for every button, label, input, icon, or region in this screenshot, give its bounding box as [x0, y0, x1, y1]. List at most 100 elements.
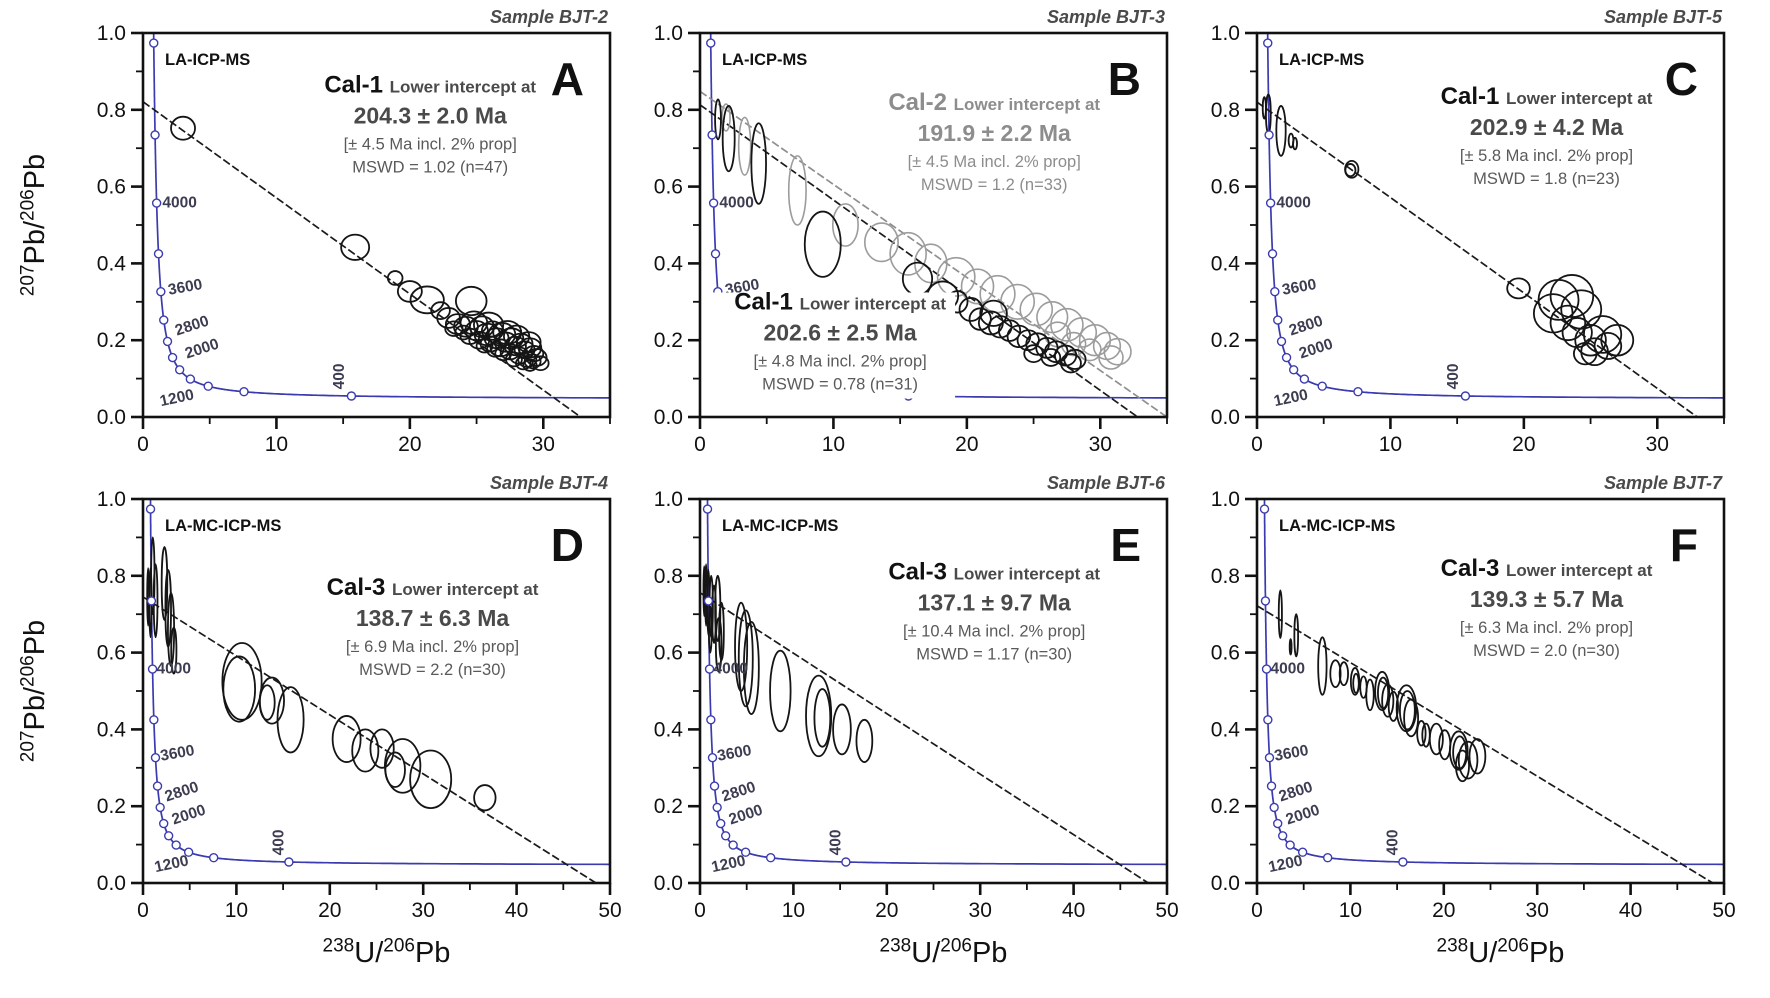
axis-tick-label: 0.8	[1211, 565, 1240, 588]
concordia-age-marker	[1270, 286, 1280, 297]
error-ellipse	[1582, 315, 1623, 354]
intercept-heading: Cal-2 Lower intercept at	[888, 89, 1100, 116]
error-ellipse-gray	[737, 116, 752, 176]
axis-tick-label: 0	[137, 899, 149, 922]
concordia-age-label: 400	[828, 829, 845, 855]
concordia-age-label: 400	[271, 829, 288, 855]
error-ellipse	[454, 324, 473, 341]
axis-tick-label: 0.4	[1211, 718, 1241, 741]
sample-label: Sample BJT-5	[1604, 7, 1723, 27]
concordia-age-marker	[1276, 336, 1287, 347]
concordia-age-marker	[1353, 387, 1363, 397]
concordia-age-label: 4000	[162, 195, 196, 212]
concordia-age-marker	[159, 818, 169, 829]
error-ellipse	[276, 686, 305, 754]
concordia-age-label: 4000	[719, 195, 753, 212]
concordia-age-marker	[163, 831, 174, 841]
concordia-age-marker	[1266, 781, 1277, 791]
error-ellipse	[1344, 163, 1357, 178]
concordia-age-label: 2000	[1284, 802, 1322, 829]
axis-tick-label: 0.4	[1211, 252, 1241, 275]
concordia-age-label: 3600	[1273, 742, 1310, 765]
error-ellipse	[1403, 698, 1420, 738]
concordia-age-label: 400	[331, 363, 348, 389]
intercept-heading: Cal-3 Lower intercept at	[1441, 555, 1653, 582]
error-ellipse	[1288, 638, 1293, 656]
axis-tick-label: 30	[1089, 433, 1112, 456]
concordia-age-marker	[1297, 847, 1308, 857]
error-ellipse-gray	[831, 203, 859, 247]
concordia-age-label: 1200	[1267, 852, 1304, 876]
concordia-age-label: 3600	[716, 742, 753, 765]
axis-tick-label: 1.0	[654, 22, 683, 45]
intercept-age: 191.9 ± 2.2 Ma	[918, 120, 1071, 146]
axis-tick-label: 0.6	[97, 642, 126, 665]
error-ellipse	[369, 728, 395, 769]
error-ellipse	[1317, 636, 1328, 696]
error-ellipse	[386, 270, 404, 286]
concordia-age-label: 2000	[1297, 336, 1335, 363]
method-label: LA-MC-ICP-MS	[165, 517, 281, 535]
sample-label: Sample BJT-6	[1047, 473, 1166, 493]
axis-tick-label: 0.0	[97, 406, 126, 429]
intercept-annotation: Cal-1 Lower intercept at 204.3 ± 2.0 Ma [±…	[324, 72, 536, 177]
concordia-age-marker	[709, 781, 720, 791]
axis-tick-label: 0.4	[654, 718, 684, 741]
concordia-age-marker	[707, 130, 717, 140]
y-axis-label: 207Pb/206Pb	[18, 154, 51, 296]
error-ellipse	[473, 311, 505, 339]
error-ellipse	[1448, 730, 1469, 771]
concordia-age-marker	[208, 853, 219, 863]
error-ellipse	[813, 688, 832, 748]
concordia-age-marker	[708, 198, 719, 208]
error-ellipse	[1040, 348, 1062, 367]
concordia-age-marker	[153, 249, 164, 259]
discordia-line	[700, 591, 1149, 883]
error-ellipse	[1574, 323, 1607, 357]
concordia-age-marker	[203, 381, 213, 391]
axis-tick-label: 10	[822, 433, 845, 456]
concordia-age-marker	[1264, 130, 1274, 140]
y-axis-label: 207Pb/206Pb	[18, 620, 51, 762]
concordia-age-label: 2800	[1277, 779, 1315, 806]
method-label: LA-ICP-MS	[1279, 51, 1364, 69]
concordia-age-label: 3600	[159, 742, 196, 765]
error-ellipse-gray	[787, 155, 807, 226]
axis-tick-label: 0.2	[654, 329, 683, 352]
axis-tick-label: 20	[318, 899, 341, 922]
error-ellipse	[1293, 613, 1299, 658]
error-ellipse	[721, 105, 736, 173]
axis-tick-label: 0	[694, 433, 706, 456]
axis-tick-label: 10	[782, 899, 805, 922]
axis-tick-label: 40	[1062, 899, 1085, 922]
intercept-mswd: MSWD = 1.2 (n=33)	[921, 176, 1068, 194]
concordia-age-label: 2800	[1287, 313, 1325, 340]
intercept-mswd: MSWD = 1.02 (n=47)	[352, 159, 508, 177]
concordia-age-marker	[149, 38, 159, 48]
intercept-annotation: Cal-2 Lower intercept at 191.9 ± 2.2 Ma [±…	[888, 89, 1100, 194]
error-ellipse	[1399, 690, 1416, 731]
axis-tick-label: 0.4	[654, 252, 684, 275]
intercept-mswd: MSWD = 2.2 (n=30)	[359, 661, 506, 679]
axis-tick-label: 1.0	[654, 488, 683, 511]
intercept-age: 202.6 ± 2.5 Ma	[763, 319, 916, 345]
concordia-age-marker	[150, 752, 161, 763]
error-ellipse	[742, 620, 760, 715]
discordia-line	[1257, 101, 1698, 417]
concordia-age-marker	[162, 336, 173, 347]
concordia-age-marker	[765, 853, 776, 863]
intercept-uncertainty: [± 6.9 Ma incl. 2% prop]	[346, 638, 519, 656]
error-ellipse	[531, 355, 550, 372]
concordia-age-marker	[174, 365, 185, 375]
concordia-age-marker	[1263, 38, 1273, 48]
error-ellipse	[331, 715, 362, 763]
error-ellipse	[258, 684, 276, 721]
concordia-age-marker	[151, 198, 162, 208]
error-ellipse	[714, 98, 722, 141]
axis-tick-label: 0.6	[654, 642, 683, 665]
concordia-age-marker	[183, 847, 194, 857]
axis-tick-label: 10	[225, 899, 248, 922]
error-ellipse	[160, 546, 169, 621]
intercept-uncertainty: [± 4.8 Ma incl. 2% prop]	[753, 352, 926, 370]
